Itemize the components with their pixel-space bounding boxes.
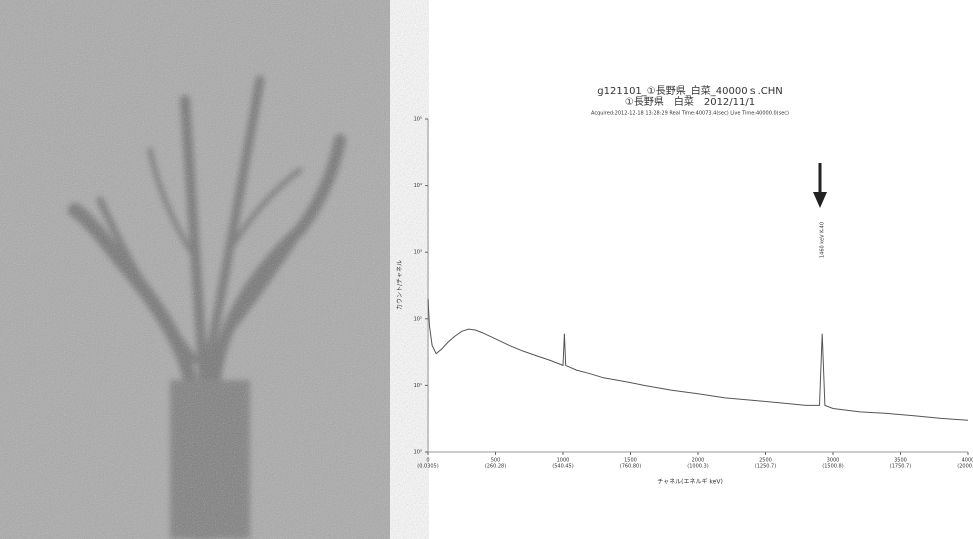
x-tick-label: 1500 — [624, 458, 637, 464]
x-tick-energy: (1000.3) — [687, 464, 708, 470]
autoradiograph — [0, 0, 390, 539]
x-tick-label: 500 — [491, 458, 501, 464]
x-tick-label: 2000 — [692, 458, 705, 464]
y-tick-label: 10² — [414, 316, 422, 322]
y-tick-label: 10¹ — [414, 383, 422, 389]
y-tick-label: 10⁵ — [414, 117, 422, 123]
peak-annotation: 1460 keV K-40 — [820, 222, 826, 258]
x-tick-label: 1000 — [557, 458, 570, 464]
x-tick-energy: (760.80) — [620, 464, 641, 470]
chart-title: g121101_①長野県_白菜_40000ｓ.CHN — [597, 84, 782, 97]
x-tick-energy: (0.0305) — [417, 464, 438, 470]
x-axis-label: チャネル(エネルギ keV) — [657, 479, 723, 486]
x-tick-energy: (540.45) — [552, 464, 573, 470]
x-tick-label: 4000 — [962, 458, 973, 464]
x-tick-energy: (1750.7) — [890, 464, 911, 470]
chart-subtitle: ①長野県 白菜 2012/11/1 — [625, 95, 755, 108]
x-tick-energy: (1250.7) — [755, 464, 776, 470]
x-tick-label: 2500 — [759, 458, 772, 464]
spectrum-line — [427, 298, 969, 421]
x-tick-energy: (1500.8) — [822, 464, 843, 470]
x-tick-label: 3500 — [894, 458, 907, 464]
y-tick-label: 10⁴ — [414, 183, 422, 189]
x-tick-label: 3000 — [827, 458, 840, 464]
x-tick-energy: (260.28) — [485, 464, 506, 470]
acquisition-info: Acquired:2012-12-18 13:28:29 Real Time:4… — [591, 111, 789, 117]
y-tick-label: 10⁰ — [414, 450, 422, 456]
y-tick-label: 10³ — [414, 250, 422, 256]
arrow-head — [813, 192, 827, 208]
x-tick-label: 0 — [426, 458, 429, 464]
x-tick-energy: (2000.6) — [957, 464, 973, 470]
y-axis-label: カウント/チャネル — [396, 260, 404, 310]
